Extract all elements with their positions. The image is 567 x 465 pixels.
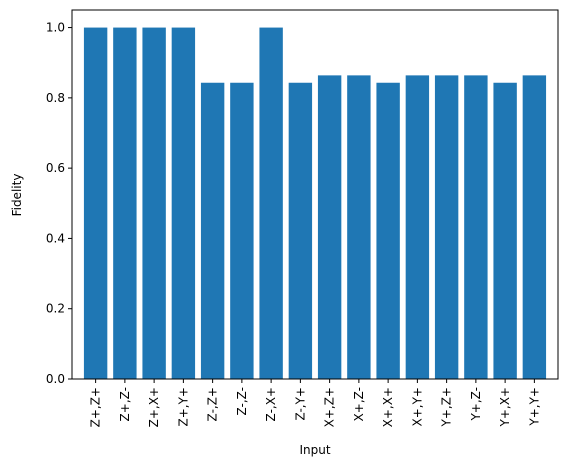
y-tick-label-4: 0.8: [46, 91, 65, 105]
bar-5: [230, 82, 254, 379]
x-axis-ticks: Z+,Z+ Z+,Z- Z+,X+ Z+,Y+ Z-,Z+ Z-,Z- Z-,X+ Z-,Y+…: [89, 379, 541, 427]
bar-0: [83, 27, 108, 379]
x-tick-label-7: Z-,Y+: [293, 387, 307, 421]
y-axis-label: Fidelity: [10, 174, 24, 217]
bar-8: [317, 75, 342, 380]
bar-2: [142, 27, 166, 379]
bar-1: [113, 27, 137, 379]
bar-14: [493, 82, 517, 379]
bar-9: [347, 75, 371, 380]
x-tick-label-3: Z+,Y+: [176, 387, 190, 426]
y-tick-label-5: 1.0: [46, 21, 65, 35]
x-tick-label-6: Z-,X+: [264, 387, 278, 421]
bar-13: [464, 75, 488, 380]
x-tick-label-15: Y+,Y+: [527, 387, 541, 427]
bar-7: [288, 82, 313, 379]
x-tick-label-1: Z+,Z-: [118, 387, 132, 421]
y-tick-label-2: 0.4: [46, 231, 65, 245]
x-tick-label-9: X+,Z-: [352, 387, 366, 421]
x-tick-label-14: Y+,X+: [498, 387, 512, 427]
bar-15: [522, 75, 547, 380]
x-tick-label-13: Y+,Z-: [469, 387, 483, 422]
x-tick-label-10: X+,X+: [381, 387, 395, 427]
plot-frame: [71, 9, 559, 380]
x-tick-label-8: X+,Z+: [323, 387, 337, 427]
y-tick-label-1: 0.2: [46, 302, 65, 316]
bar-10: [376, 82, 400, 379]
bars-group: [83, 27, 547, 380]
bar-4: [200, 82, 225, 379]
x-tick-label-5: Z-,Z-: [235, 387, 249, 416]
bar-6: [259, 27, 283, 379]
y-tick-label-3: 0.6: [46, 161, 65, 175]
x-tick-label-2: Z+,X+: [147, 387, 161, 427]
bar-11: [405, 75, 430, 380]
bar-3: [171, 27, 196, 379]
y-axis-ticks: 0.0 0.2 0.4 0.6 0.8 1.0: [46, 21, 72, 386]
x-tick-label-11: X+,Y+: [410, 387, 424, 426]
bar-12: [434, 75, 459, 380]
x-axis-label: Input: [299, 443, 330, 457]
x-tick-label-4: Z-,Z+: [206, 387, 220, 421]
x-tick-label-0: Z+,Z+: [89, 387, 103, 427]
y-tick-label-0: 0.0: [46, 372, 65, 386]
x-tick-label-12: Y+,Z+: [440, 387, 454, 427]
